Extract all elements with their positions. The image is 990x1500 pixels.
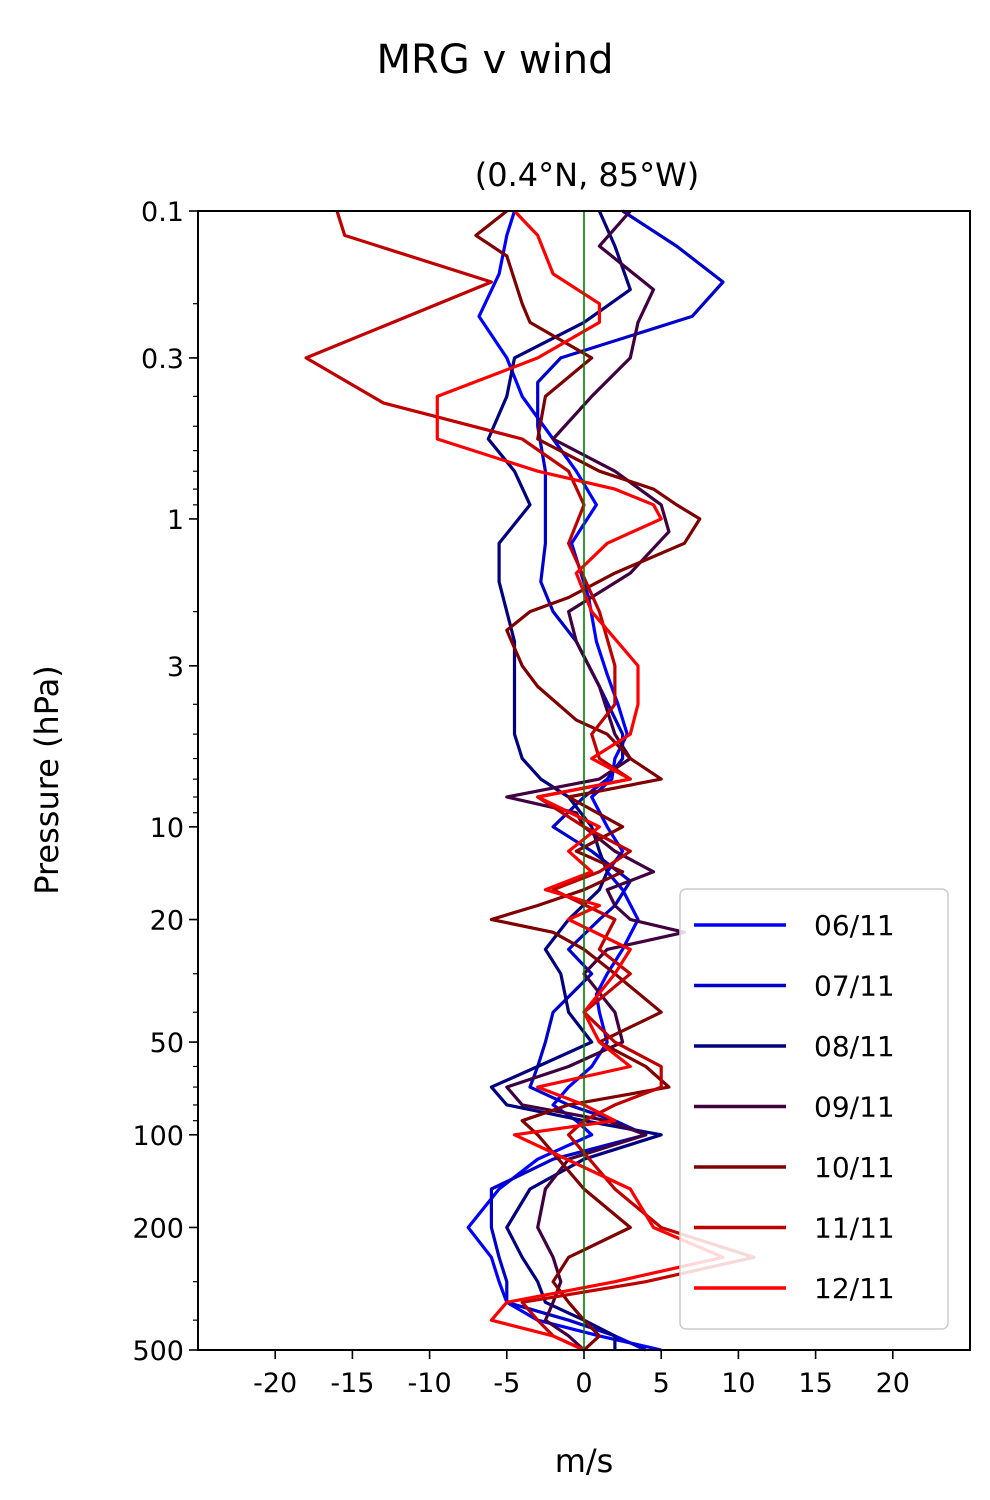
y-tick-label: 50 — [150, 1028, 184, 1059]
x-tick-label: -10 — [408, 1368, 452, 1399]
chart-title: MRG v wind — [377, 37, 614, 83]
x-tick-label: 20 — [876, 1368, 910, 1399]
y-tick-label: 10 — [150, 813, 184, 844]
legend-label: 06/11 — [814, 909, 895, 942]
y-tick-label: 100 — [132, 1121, 184, 1152]
legend-label: 12/11 — [814, 1272, 895, 1305]
legend-label: 09/11 — [814, 1091, 895, 1124]
plot-frame — [197, 210, 971, 1351]
legend: 06/11 07/11 08/11 09/11 10/11 11/11 12/11 — [679, 888, 949, 1330]
y-axis: 0.1 0.3 1 3 10 20 50 100 200 500 — [132, 197, 198, 1367]
y-tick-label: 3 — [167, 652, 184, 683]
series-line-6 — [304, 210, 756, 1352]
series-line-1 — [466, 210, 662, 1352]
legend-label: 07/11 — [814, 970, 895, 1003]
x-axis-label: m/s — [555, 1442, 614, 1480]
chart-subtitle: (0.4°N, 85°W) — [475, 156, 700, 194]
legend-label: 11/11 — [814, 1212, 895, 1245]
legend-label: 08/11 — [814, 1030, 895, 1063]
y-tick-label: 1 — [167, 505, 184, 536]
y-tick-label: 0.1 — [141, 197, 184, 228]
y-tick-label: 20 — [150, 906, 184, 937]
legend-box — [679, 888, 949, 1330]
x-axis: -20 -15 -10 -5 0 5 10 15 20 — [253, 1350, 910, 1399]
x-tick-label: -15 — [330, 1368, 374, 1399]
x-tick-label: 15 — [798, 1368, 832, 1399]
series-line-4 — [505, 209, 687, 1352]
y-axis-label: Pressure (hPa) — [28, 665, 66, 895]
y-tick-label: 200 — [132, 1213, 184, 1244]
y-tick-label: 0.3 — [141, 344, 184, 375]
legend-label: 10/11 — [814, 1151, 895, 1184]
x-tick-label: 5 — [653, 1368, 670, 1399]
plot-lines — [304, 209, 756, 1352]
x-tick-label: 10 — [721, 1368, 755, 1399]
y-tick-label: 500 — [132, 1336, 184, 1367]
x-tick-label: -5 — [493, 1368, 520, 1399]
x-tick-label: -20 — [253, 1368, 297, 1399]
x-tick-label: 0 — [575, 1368, 592, 1399]
series-line-5 — [474, 209, 702, 1352]
